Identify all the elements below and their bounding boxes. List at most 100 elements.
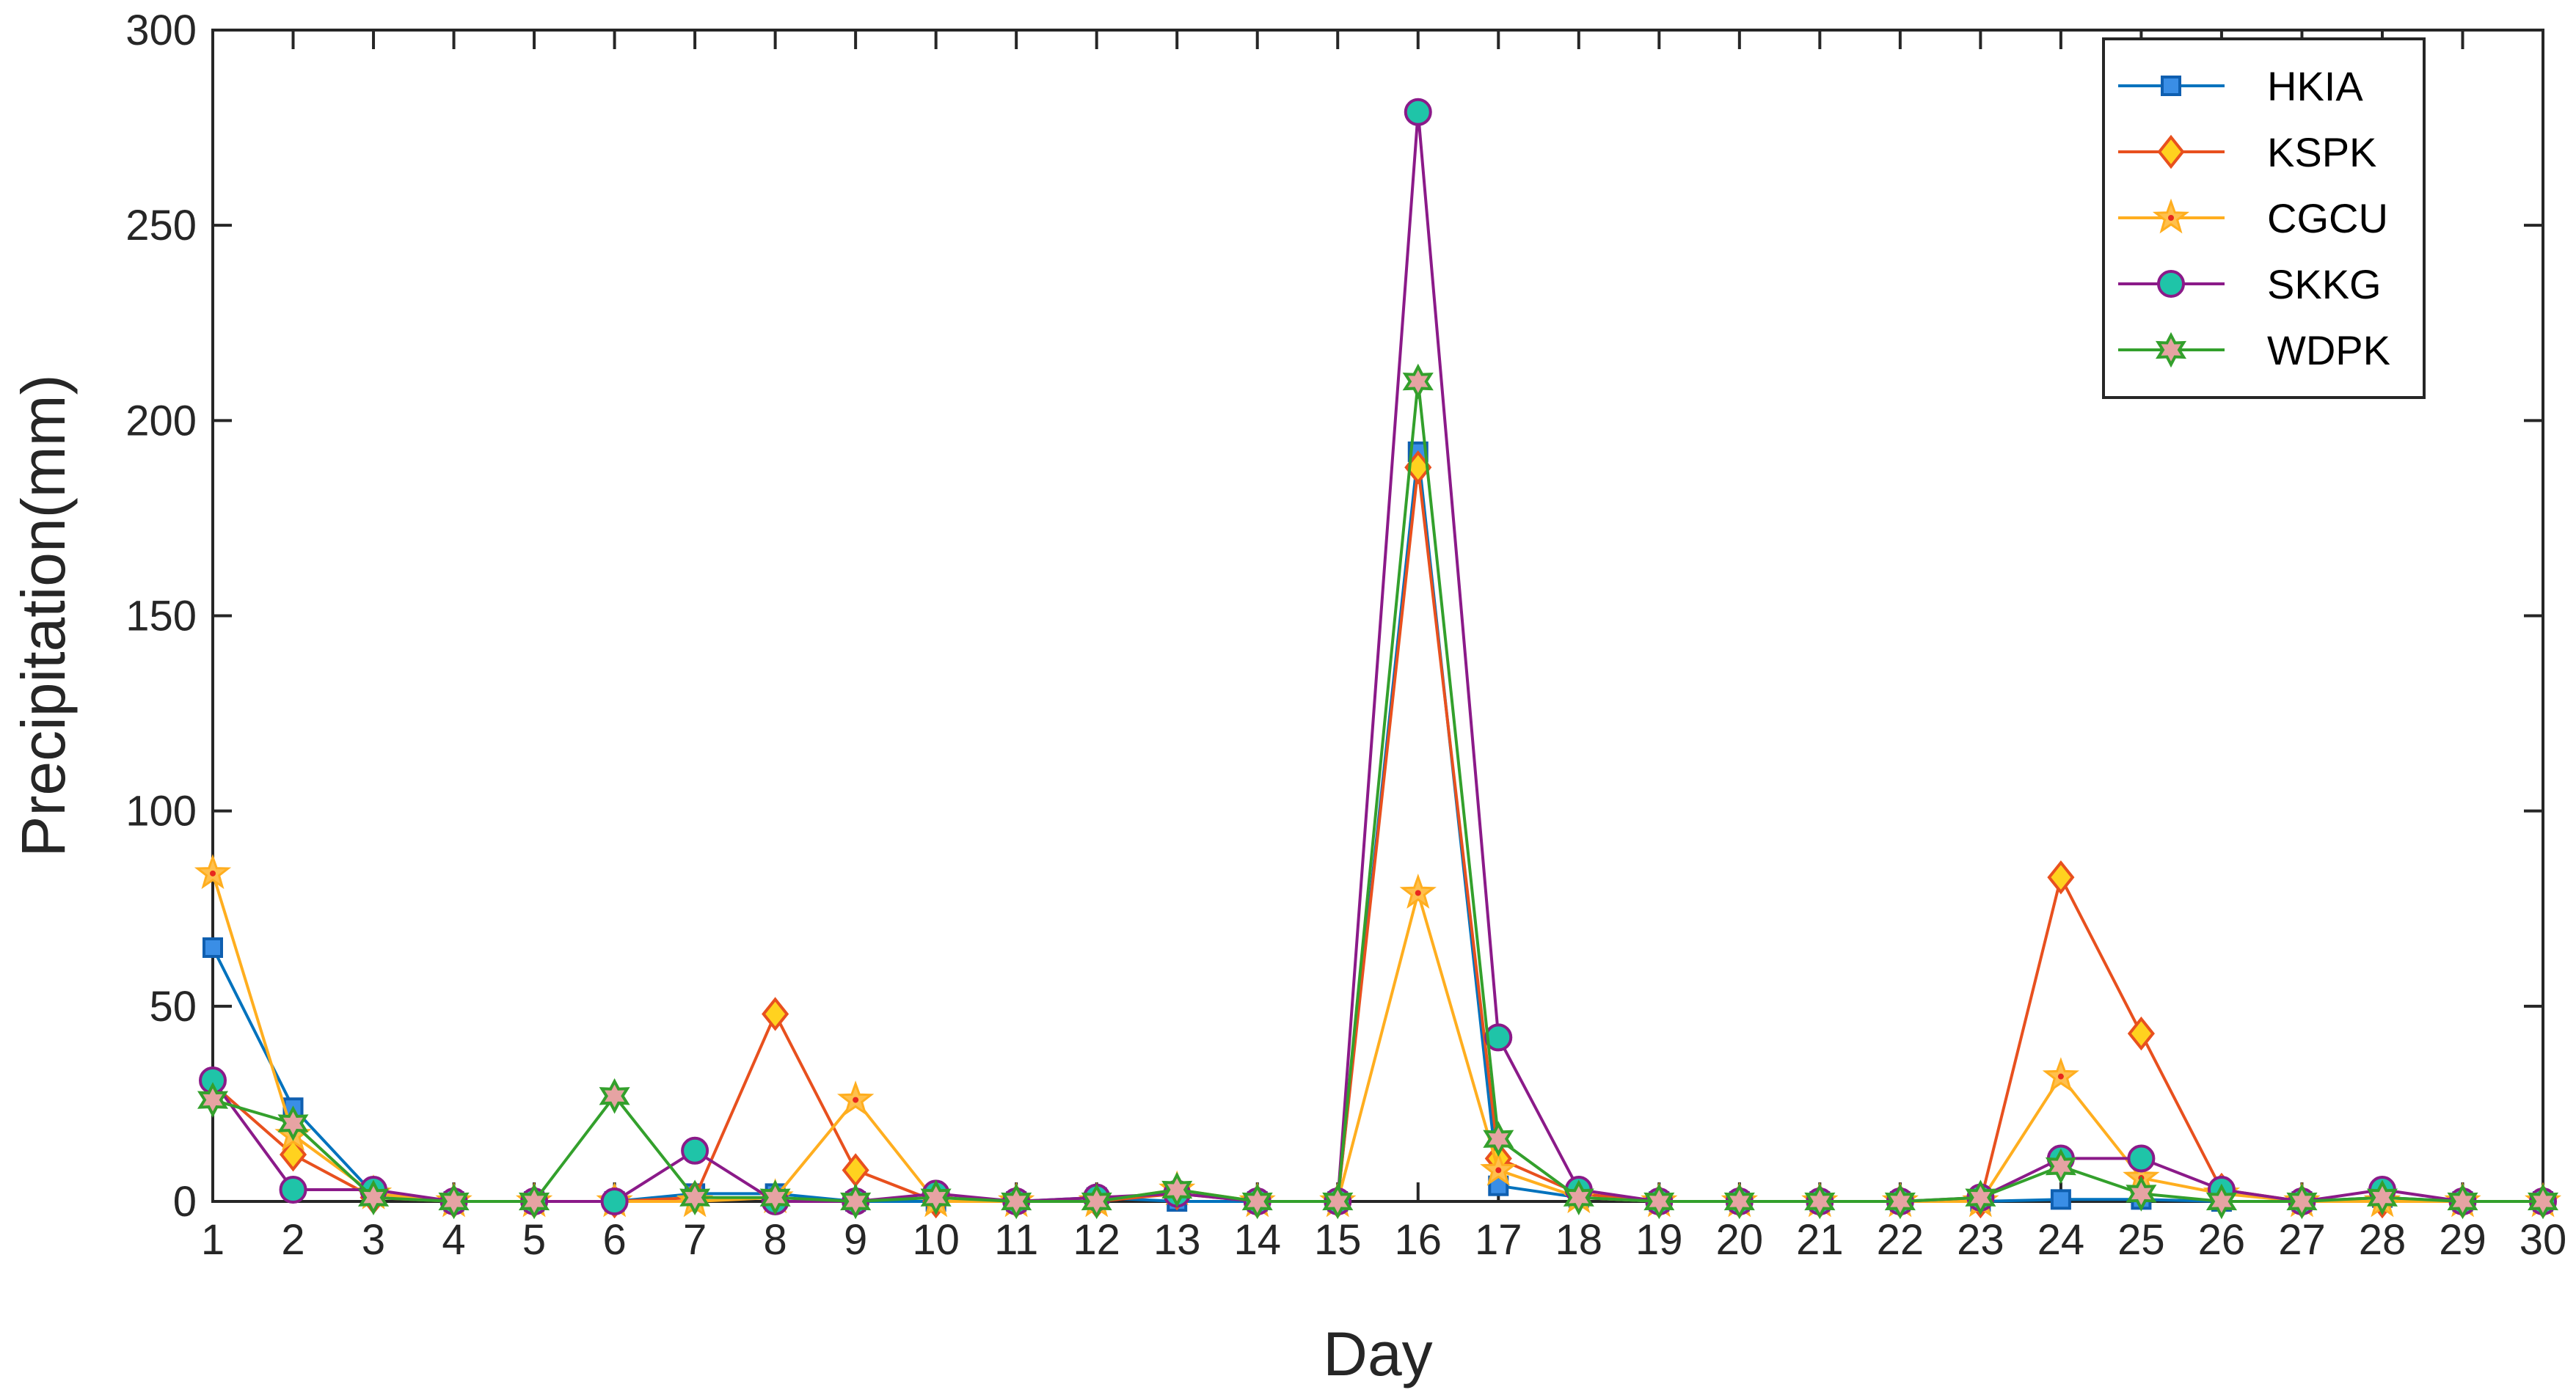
data-point-hkia	[202, 937, 223, 958]
y-tick-label: 300	[125, 7, 197, 54]
data-point-wdpk	[1965, 1179, 1996, 1216]
legend-label: CGCU	[2267, 195, 2388, 241]
data-point-cgcu-center	[1495, 1167, 1502, 1174]
data-point-wdpk	[1884, 1183, 1916, 1220]
data-point-skkg	[681, 1136, 709, 1165]
data-point-cgcu-center	[2057, 1073, 2064, 1080]
data-point-wdpk	[2527, 1183, 2559, 1220]
data-point-wdpk	[759, 1179, 791, 1216]
x-tick-label: 1	[201, 1216, 225, 1264]
data-point-kspk	[2047, 860, 2075, 895]
data-point-wdpk	[2366, 1179, 2398, 1216]
y-tick-label: 100	[125, 788, 197, 835]
data-point-wdpk	[840, 1183, 872, 1220]
x-tick-label: 7	[683, 1216, 707, 1264]
data-point-wdpk	[1804, 1183, 1836, 1220]
data-point-wdpk	[679, 1179, 711, 1216]
x-tick-label: 13	[1153, 1216, 1201, 1264]
legend-label: KSPK	[2267, 129, 2376, 175]
x-tick-label: 12	[1073, 1216, 1120, 1264]
x-tick-label: 6	[602, 1216, 626, 1264]
x-tick-label: 4	[442, 1216, 465, 1264]
data-point-skkg	[1484, 1023, 1513, 1052]
x-tick-label: 21	[1796, 1216, 1844, 1264]
data-point-wdpk	[1161, 1171, 1193, 1208]
data-point-wdpk	[1563, 1179, 1594, 1216]
data-point-cgcu-center	[853, 1097, 859, 1103]
y-tick-label: 150	[125, 593, 197, 640]
data-point-wdpk	[2205, 1183, 2238, 1220]
x-axis-label: Day	[1323, 1320, 1432, 1388]
legend-marker-skkg	[2157, 270, 2185, 298]
legend-marker-wdpk	[2155, 332, 2187, 368]
y-axis-label: Precipitation(mm)	[9, 374, 78, 857]
legend-entry-wdpk: WDPK	[2118, 327, 2390, 373]
data-point-wdpk	[357, 1179, 390, 1216]
x-tick-label: 15	[1314, 1216, 1362, 1264]
data-point-wdpk	[599, 1078, 630, 1114]
x-tick-label: 26	[2198, 1216, 2246, 1264]
legend-marker-hkia	[2161, 76, 2181, 96]
x-tick-label: 17	[1475, 1216, 1522, 1264]
data-point-hkia	[2050, 1189, 2071, 1210]
series-line-wdpk	[212, 380, 2543, 1203]
data-point-wdpk	[2286, 1183, 2318, 1220]
x-tick-label: 3	[362, 1216, 385, 1264]
x-tick-label: 5	[522, 1216, 546, 1264]
data-point-wdpk	[920, 1179, 952, 1216]
data-point-cgcu-center	[1415, 890, 1421, 896]
x-tick-label: 11	[994, 1216, 1038, 1264]
x-tick-label: 28	[2359, 1216, 2407, 1264]
legend-label: HKIA	[2267, 63, 2363, 109]
legend-entry-kspk: KSPK	[2118, 129, 2376, 175]
data-point-wdpk	[1001, 1183, 1032, 1220]
data-point-wdpk	[2126, 1176, 2157, 1212]
series-wdpk	[197, 363, 2559, 1220]
x-tick-label: 23	[1957, 1216, 2004, 1264]
data-point-wdpk	[2045, 1148, 2076, 1185]
x-tick-label: 29	[2439, 1216, 2486, 1264]
data-point-kspk	[762, 997, 789, 1031]
x-tick-label: 8	[763, 1216, 787, 1264]
x-tick-label: 30	[2520, 1216, 2567, 1264]
data-point-wdpk	[518, 1183, 550, 1220]
data-point-cgcu-center	[210, 870, 216, 877]
legend-marker-cgcu-center	[2168, 215, 2174, 221]
x-tick-label: 18	[1555, 1216, 1603, 1264]
data-point-wdpk	[1483, 1121, 1514, 1157]
x-tick-label: 9	[844, 1216, 867, 1264]
x-tick-label: 19	[1635, 1216, 1683, 1264]
data-point-wdpk	[1322, 1183, 1354, 1220]
tick-labels: 1 2 3 4 5 6 7 8 9 10 11 12 13 14 15 16 17 18 19 20 21 22 23 24 2…	[125, 7, 2566, 1264]
legend-entry-hkia: HKIA	[2118, 63, 2363, 109]
x-tick-label: 10	[912, 1216, 960, 1264]
legend: HKIA KSPK CGCU SKKG WDPK	[2102, 37, 2426, 399]
data-point-wdpk	[1643, 1183, 1675, 1220]
data-point-wdpk	[2447, 1183, 2478, 1220]
data-point-wdpk	[1241, 1183, 1273, 1220]
series-layer	[194, 98, 2562, 1220]
x-tick-label: 2	[281, 1216, 304, 1264]
x-tick-label: 27	[2278, 1216, 2326, 1264]
legend-label: SKKG	[2267, 261, 2382, 307]
data-point-wdpk	[1723, 1183, 1755, 1220]
x-tick-label: 14	[1233, 1216, 1281, 1264]
y-tick-label: 250	[125, 202, 197, 249]
legend-label: WDPK	[2267, 327, 2390, 373]
y-tick-label: 50	[149, 983, 197, 1031]
x-tick-label: 22	[1877, 1216, 1924, 1264]
data-point-skkg	[600, 1187, 629, 1215]
data-point-wdpk	[277, 1105, 309, 1141]
y-tick-label: 0	[173, 1178, 197, 1226]
x-tick-label: 24	[2037, 1216, 2085, 1264]
data-point-wdpk	[1402, 363, 1434, 400]
data-point-wdpk	[438, 1183, 470, 1220]
data-point-kspk	[2127, 1016, 2155, 1051]
legend-entry-cgcu: CGCU	[2118, 195, 2388, 241]
legend-marker-kspk	[2157, 134, 2185, 169]
data-point-skkg	[1404, 98, 1432, 126]
data-point-wdpk	[197, 1082, 229, 1118]
data-point-skkg	[2127, 1144, 2156, 1173]
x-tick-label: 16	[1395, 1216, 1442, 1264]
